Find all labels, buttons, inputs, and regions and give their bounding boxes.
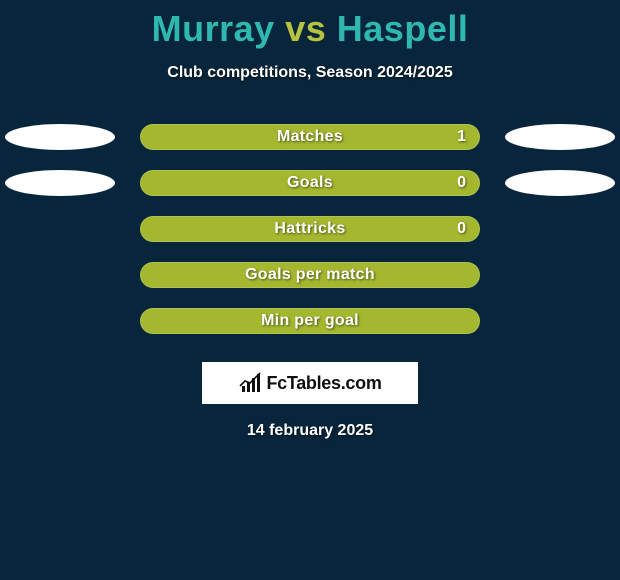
logo-text: FcTables.com	[266, 373, 381, 394]
player-a-name: Murray	[152, 8, 275, 49]
subtitle: Club competitions, Season 2024/2025	[0, 64, 620, 82]
stat-label: Goals	[287, 174, 333, 192]
date-text: 14 february 2025	[0, 422, 620, 440]
vs-text: vs	[285, 8, 326, 49]
left-value-ellipse	[5, 170, 115, 196]
stat-label: Min per goal	[261, 312, 359, 330]
stat-bar: Min per goal	[140, 308, 480, 334]
stat-bar: Goals 0	[140, 170, 480, 196]
logo: FcTables.com	[238, 372, 381, 394]
right-value-ellipse	[505, 170, 615, 196]
infographic-container: Murray vs Haspell Club competitions, Sea…	[0, 0, 620, 580]
stat-value: 1	[457, 128, 466, 146]
left-value-ellipse	[5, 124, 115, 150]
stat-row: Min per goal	[0, 298, 620, 344]
stat-bar: Goals per match	[140, 262, 480, 288]
stat-row: Goals per match	[0, 252, 620, 298]
stat-row: Goals 0	[0, 160, 620, 206]
stat-bar: Matches 1	[140, 124, 480, 150]
stat-row: Hattricks 0	[0, 206, 620, 252]
stat-row: Matches 1	[0, 114, 620, 160]
stat-label: Hattricks	[274, 220, 345, 238]
player-b-name: Haspell	[337, 8, 469, 49]
stat-label: Matches	[277, 128, 343, 146]
stat-label: Goals per match	[245, 266, 375, 284]
stat-value: 0	[457, 174, 466, 192]
stats-area: Matches 1 Goals 0 Hattricks 0 Goals per match M…	[0, 114, 620, 344]
bar-chart-icon	[238, 372, 262, 394]
right-value-ellipse	[505, 124, 615, 150]
logo-box: FcTables.com	[202, 362, 418, 404]
page-title: Murray vs Haspell	[0, 0, 620, 50]
stat-bar: Hattricks 0	[140, 216, 480, 242]
stat-value: 0	[457, 220, 466, 238]
